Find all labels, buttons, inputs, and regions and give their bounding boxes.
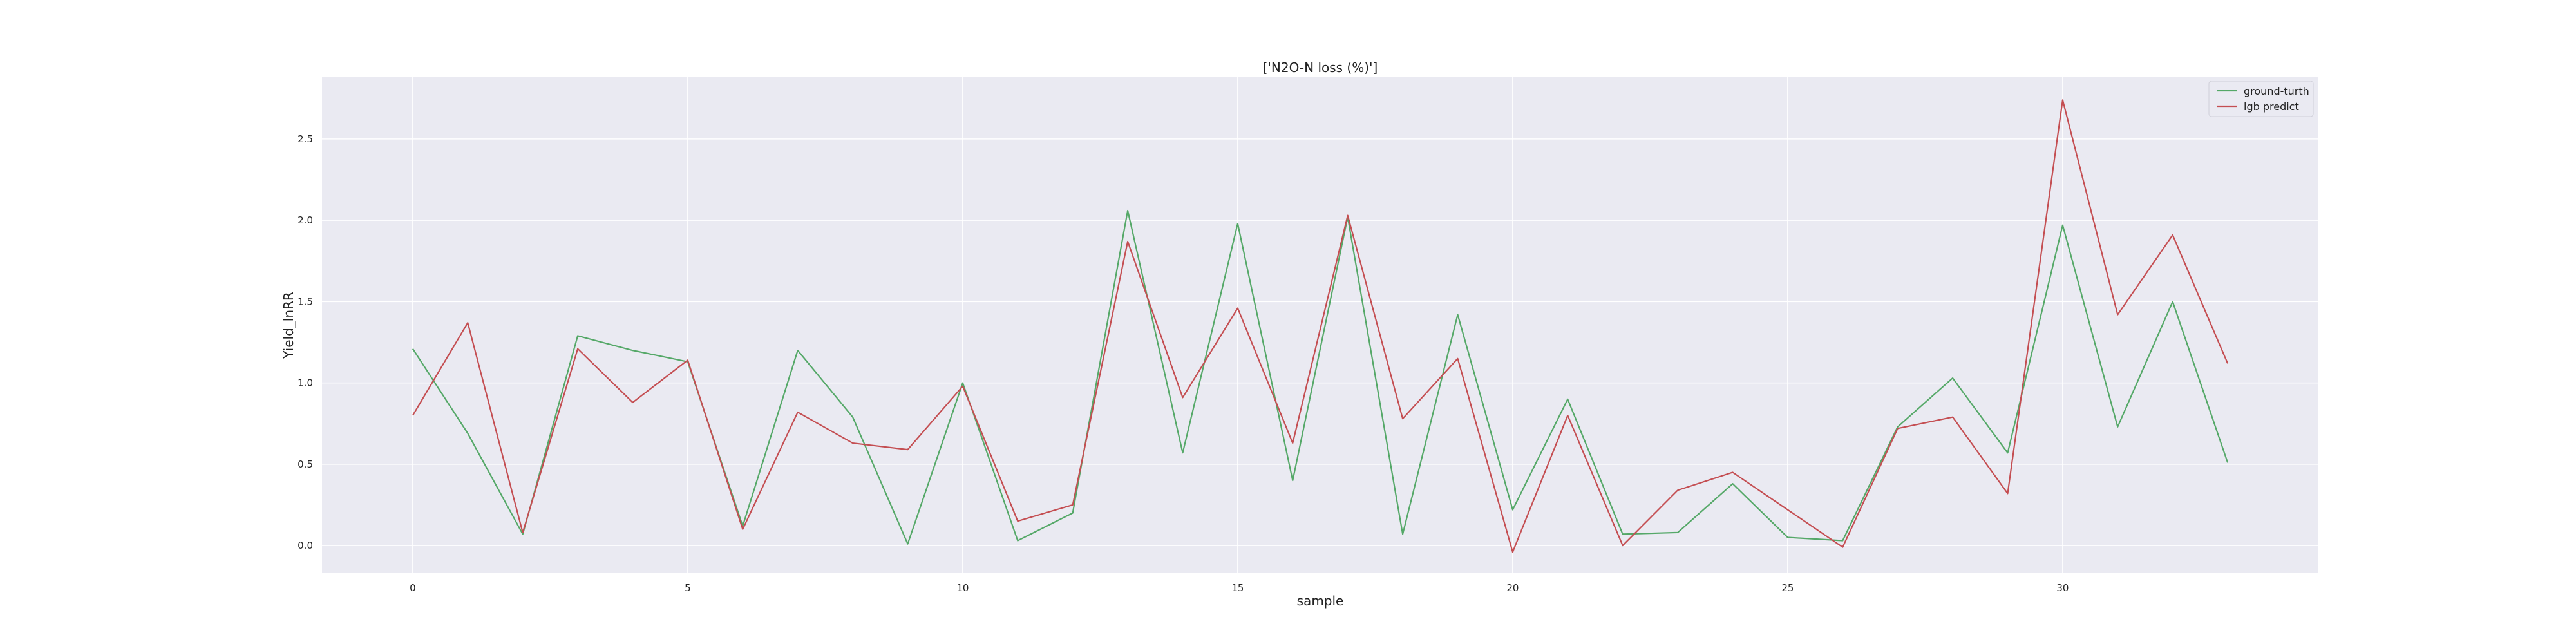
legend: ground-turth lgb predict	[2208, 80, 2314, 117]
y-tick-label: 0.5	[298, 459, 313, 470]
x-tick-label: 30	[2056, 582, 2069, 594]
x-tick-labels: 0 5 10 15 20 25 30	[410, 582, 2069, 594]
y-tick-label: 2.0	[298, 214, 313, 226]
y-tick-label: 0.0	[298, 540, 313, 551]
x-tick-label: 25	[1781, 582, 1794, 594]
y-tick-label: 1.5	[298, 296, 313, 307]
x-tick-label: 5	[685, 582, 691, 594]
x-grid-lines	[412, 77, 2063, 573]
series-lines	[412, 99, 2229, 553]
x-tick-label: 0	[410, 582, 416, 594]
x-tick-label: 20	[1506, 582, 1519, 594]
y-tick-label: 1.0	[298, 377, 313, 389]
plot-background	[322, 77, 2318, 573]
x-axis-label: sample	[1297, 593, 1344, 609]
x-tick-label: 15	[1231, 582, 1244, 594]
legend-box	[2208, 80, 2314, 117]
y-grid-lines	[322, 138, 2318, 546]
legend-label: ground-turth	[2244, 85, 2309, 97]
y-tick-labels: 0.0 0.5 1.0 1.5 2.0 2.5	[298, 133, 313, 551]
legend-label: lgb predict	[2244, 100, 2299, 113]
series-line-1	[412, 99, 2229, 553]
y-tick-label: 2.5	[298, 133, 313, 145]
y-axis-label: Yield_lnRR	[281, 292, 296, 359]
chart-title: ['N2O-N loss (%)']	[1263, 60, 1378, 75]
x-tick-label: 10	[956, 582, 969, 594]
